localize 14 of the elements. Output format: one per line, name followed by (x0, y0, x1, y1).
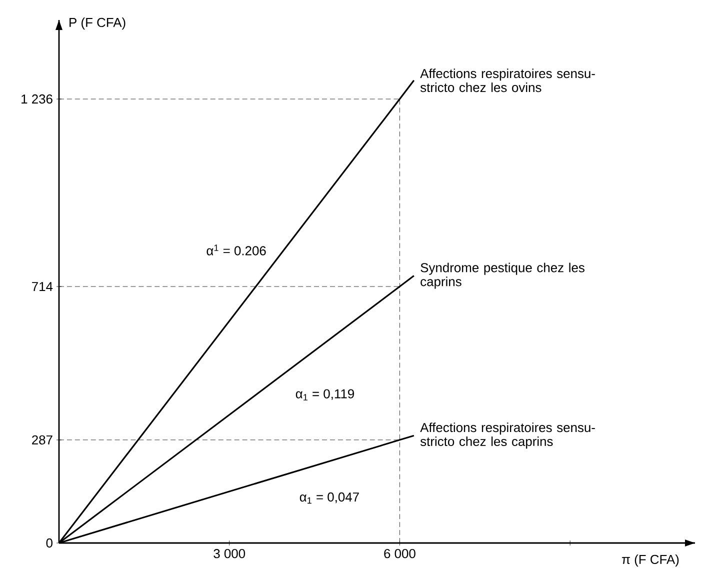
x-axis-title: π (F CFA) (622, 554, 679, 567)
annotation: α$_{1}$ = 0,119 (296, 389, 354, 400)
x-tick-label: 3 000 (214, 549, 246, 558)
series-label: Affections respiratoires sensu-stricto chez les caprins (420, 422, 595, 449)
y-tick-label: 0 (46, 538, 52, 548)
y-axis-title: P (F CFA) (70, 18, 126, 30)
y-tick-label: 287 (32, 435, 52, 444)
series-label: Affections respiratoires sensu-stricto chez les ovins (420, 68, 595, 92)
y-tick-label: 714 (32, 282, 53, 291)
annotation: α$^{1}$ = 0.206 (206, 244, 266, 256)
x-tick-label: 6 000 (384, 549, 416, 558)
series-label: Syndrome pestique chez les caprins (420, 262, 584, 289)
y-tick-label: 1 236 (22, 94, 52, 104)
annotation: α$_{1}$ = 0,047 (300, 492, 359, 504)
